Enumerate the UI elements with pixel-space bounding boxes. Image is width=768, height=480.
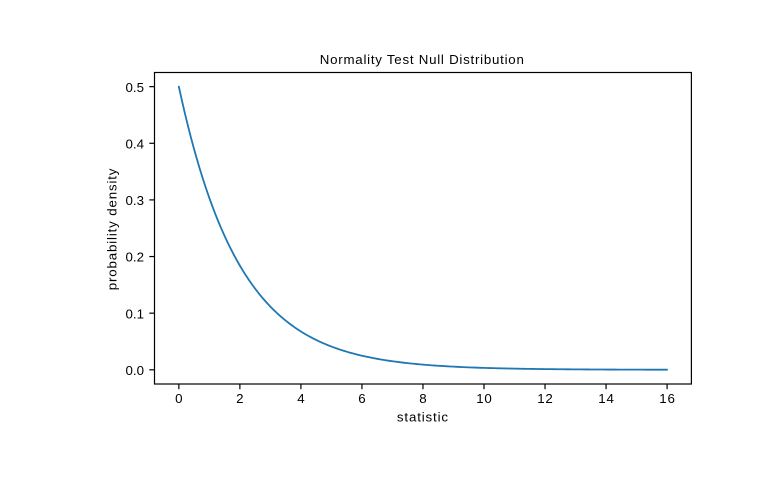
svg-text:0.3: 0.3 xyxy=(126,193,145,208)
svg-text:0.2: 0.2 xyxy=(126,250,145,265)
svg-text:12: 12 xyxy=(537,391,553,406)
svg-text:0.0: 0.0 xyxy=(126,363,145,378)
svg-text:14: 14 xyxy=(598,391,614,406)
svg-text:0: 0 xyxy=(175,391,182,406)
svg-text:0.4: 0.4 xyxy=(126,136,145,151)
svg-text:16: 16 xyxy=(659,391,675,406)
svg-text:6: 6 xyxy=(358,391,365,406)
svg-text:10: 10 xyxy=(476,391,492,406)
svg-text:8: 8 xyxy=(419,391,426,406)
svg-text:0.1: 0.1 xyxy=(126,306,145,321)
svg-text:2: 2 xyxy=(236,391,243,406)
svg-text:statistic: statistic xyxy=(397,410,449,425)
svg-text:Normality Test Null Distributi: Normality Test Null Distribution xyxy=(320,52,525,67)
svg-text:probability density: probability density xyxy=(105,168,120,291)
svg-text:4: 4 xyxy=(297,391,304,406)
svg-text:0.5: 0.5 xyxy=(126,80,145,95)
